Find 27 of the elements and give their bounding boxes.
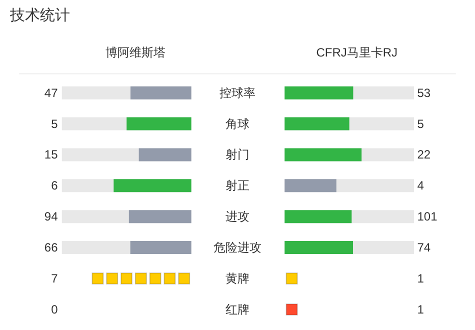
data-label: 74 <box>417 240 431 255</box>
category-label: 红牌 <box>226 302 250 316</box>
data-label: 1 <box>417 272 424 286</box>
category-label: 射正 <box>226 178 250 193</box>
category-label: 控球率 <box>220 86 256 100</box>
category-label: 黄牌 <box>226 272 250 286</box>
data-label: 66 <box>44 240 58 255</box>
text: 博阿维斯塔 <box>106 46 166 60</box>
text: 技术统计 <box>9 7 70 24</box>
data-label: 0 <box>51 302 58 316</box>
data-label: 5 <box>51 116 58 131</box>
data-label: 1 <box>417 302 424 316</box>
data-label: 53 <box>417 86 431 100</box>
data-label: 4 <box>417 178 424 193</box>
category-label: 进攻 <box>226 210 250 224</box>
data-label: 47 <box>44 86 58 100</box>
category-label: 角球 <box>226 116 250 131</box>
data-label: 7 <box>51 272 58 286</box>
data-label: 22 <box>417 148 431 162</box>
data-label: 6 <box>51 178 58 193</box>
data-label: 101 <box>417 210 438 224</box>
data-label: 15 <box>44 148 58 162</box>
text: CFRJ马里卡RJ <box>316 46 398 60</box>
category-label: 危险进攻 <box>214 240 262 255</box>
category-label: 射门 <box>226 148 250 162</box>
data-label: 5 <box>417 116 424 131</box>
data-label: 94 <box>44 210 58 224</box>
